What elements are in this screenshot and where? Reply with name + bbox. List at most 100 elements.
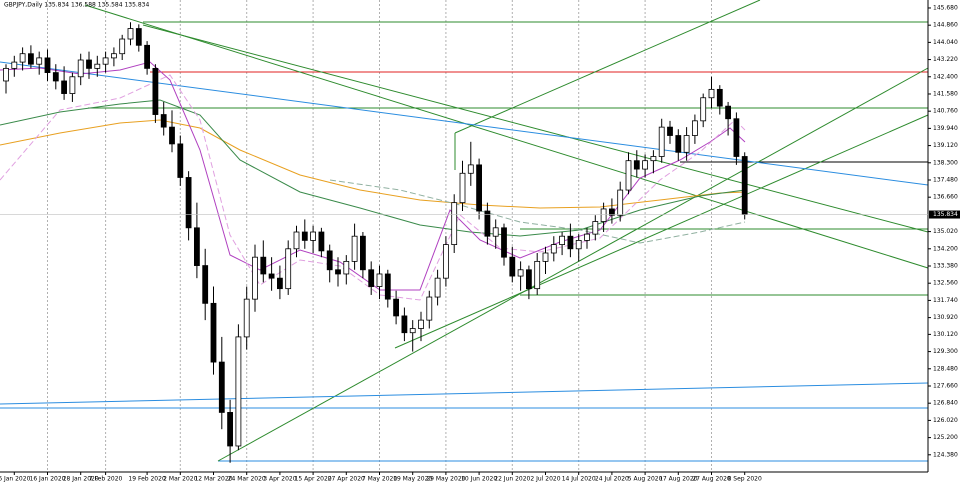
candle-body [177,143,184,178]
candle-body [426,296,433,321]
y-tick-label: 124.380 [933,451,958,458]
x-tick-label: 2 Jul 2020 [530,476,560,483]
x-tick-label: 6 Jan 2020 [0,476,31,483]
candle-body [210,302,217,363]
trend-line [0,382,929,405]
candle-body [733,118,740,157]
candle-body [526,269,532,290]
y-tick-label: 140.760 [933,108,958,115]
candle-body [301,231,308,241]
y-tick-label: 130.120 [933,331,958,338]
candle-body [11,61,18,69]
candle-body [376,273,383,287]
candle-body [401,315,408,334]
candle-body [185,177,192,229]
x-tick-label: 27 Aug 2020 [692,476,731,483]
candle-body [202,265,209,304]
candle-body [667,126,673,136]
candles [3,22,748,463]
candle-body [534,260,541,290]
candle-body [484,210,491,237]
candle-body [135,28,142,46]
candle-body [252,256,258,300]
candle-body [575,240,582,250]
candle-body [617,189,624,216]
candle-body [285,248,292,290]
y-tick-label: 144.860 [933,22,958,29]
candle-body [492,227,499,237]
candle-body [467,164,474,174]
y-tick-label: 126.840 [933,400,958,407]
x-tick-label: 7 May 2020 [362,476,397,483]
y-tick-label: 139.940 [933,125,958,132]
y-tick-label: 134.200 [933,245,958,252]
candle-body [501,227,507,258]
candle-body [692,120,698,136]
candle-body [658,126,665,157]
y-tick-label: 127.660 [933,382,958,389]
trend-line [84,4,929,269]
y-tick-label: 137.480 [933,176,958,183]
candle-body [584,233,590,241]
candle-body [243,298,250,338]
candle-body [235,336,242,447]
candle-body [509,256,516,277]
x-tick-label: 2 Mar 2020 [163,476,197,483]
candle-body [451,202,458,246]
y-tick-label: 141.580 [933,90,958,97]
candle-body [716,88,723,107]
candle-body [567,235,574,250]
current-price-label: 135.834 [933,211,958,218]
candle-body [3,67,9,82]
y-tick-label: 128.480 [933,365,958,372]
candle-body [600,208,607,222]
candle-body [700,97,707,122]
moving-average [329,179,746,244]
x-tick-label: 29 May 2020 [426,476,465,483]
y-tick-label: 143.220 [933,56,958,63]
y-tick-label: 136.660 [933,194,958,201]
candle-body [542,252,549,262]
candle-body [169,126,175,145]
candle-body [160,114,167,128]
trend-line [217,67,929,462]
candle-body [260,256,267,275]
candle-body [335,269,341,275]
candle-body [52,72,59,82]
y-tick-label: 129.300 [933,348,958,355]
x-tick-label: 24 Jul 2020 [595,476,629,483]
x-tick-label: 14 Jul 2020 [562,476,596,483]
candle-body [351,235,358,262]
candle-body [675,135,682,153]
y-tick-label: 132.560 [933,280,958,287]
y-tick-label: 145.680 [933,4,958,11]
x-tick-label: 19 May 2020 [393,476,432,483]
candle-body [310,231,317,241]
x-tick-label: 8 Sep 2020 [728,476,762,483]
y-tick-label: 144.040 [933,39,958,46]
candle-body [359,235,366,271]
candle-body [218,361,225,413]
candle-body [111,53,117,59]
trend-line [394,114,929,349]
y-tick-label: 139.120 [933,142,958,149]
candle-body [127,28,134,40]
y-tick-label: 133.380 [933,262,958,269]
x-tick-label: 3 Apr 2020 [263,476,296,483]
candle-body [368,269,375,287]
candle-body [741,156,748,215]
candle-body [418,319,424,329]
candle-body [725,105,731,120]
x-tick-label: 28 Jan 2020 [63,476,99,483]
candle-body [318,231,325,252]
candle-body [550,244,557,254]
x-tick-label: 24 Mar 2020 [228,476,266,483]
candle-body [293,231,300,250]
y-tick-label: 125.200 [933,434,958,441]
x-tick-label: 7 Feb 2020 [89,476,123,483]
candle-body [633,160,640,170]
candle-body [442,244,449,279]
candle-body [36,57,43,65]
